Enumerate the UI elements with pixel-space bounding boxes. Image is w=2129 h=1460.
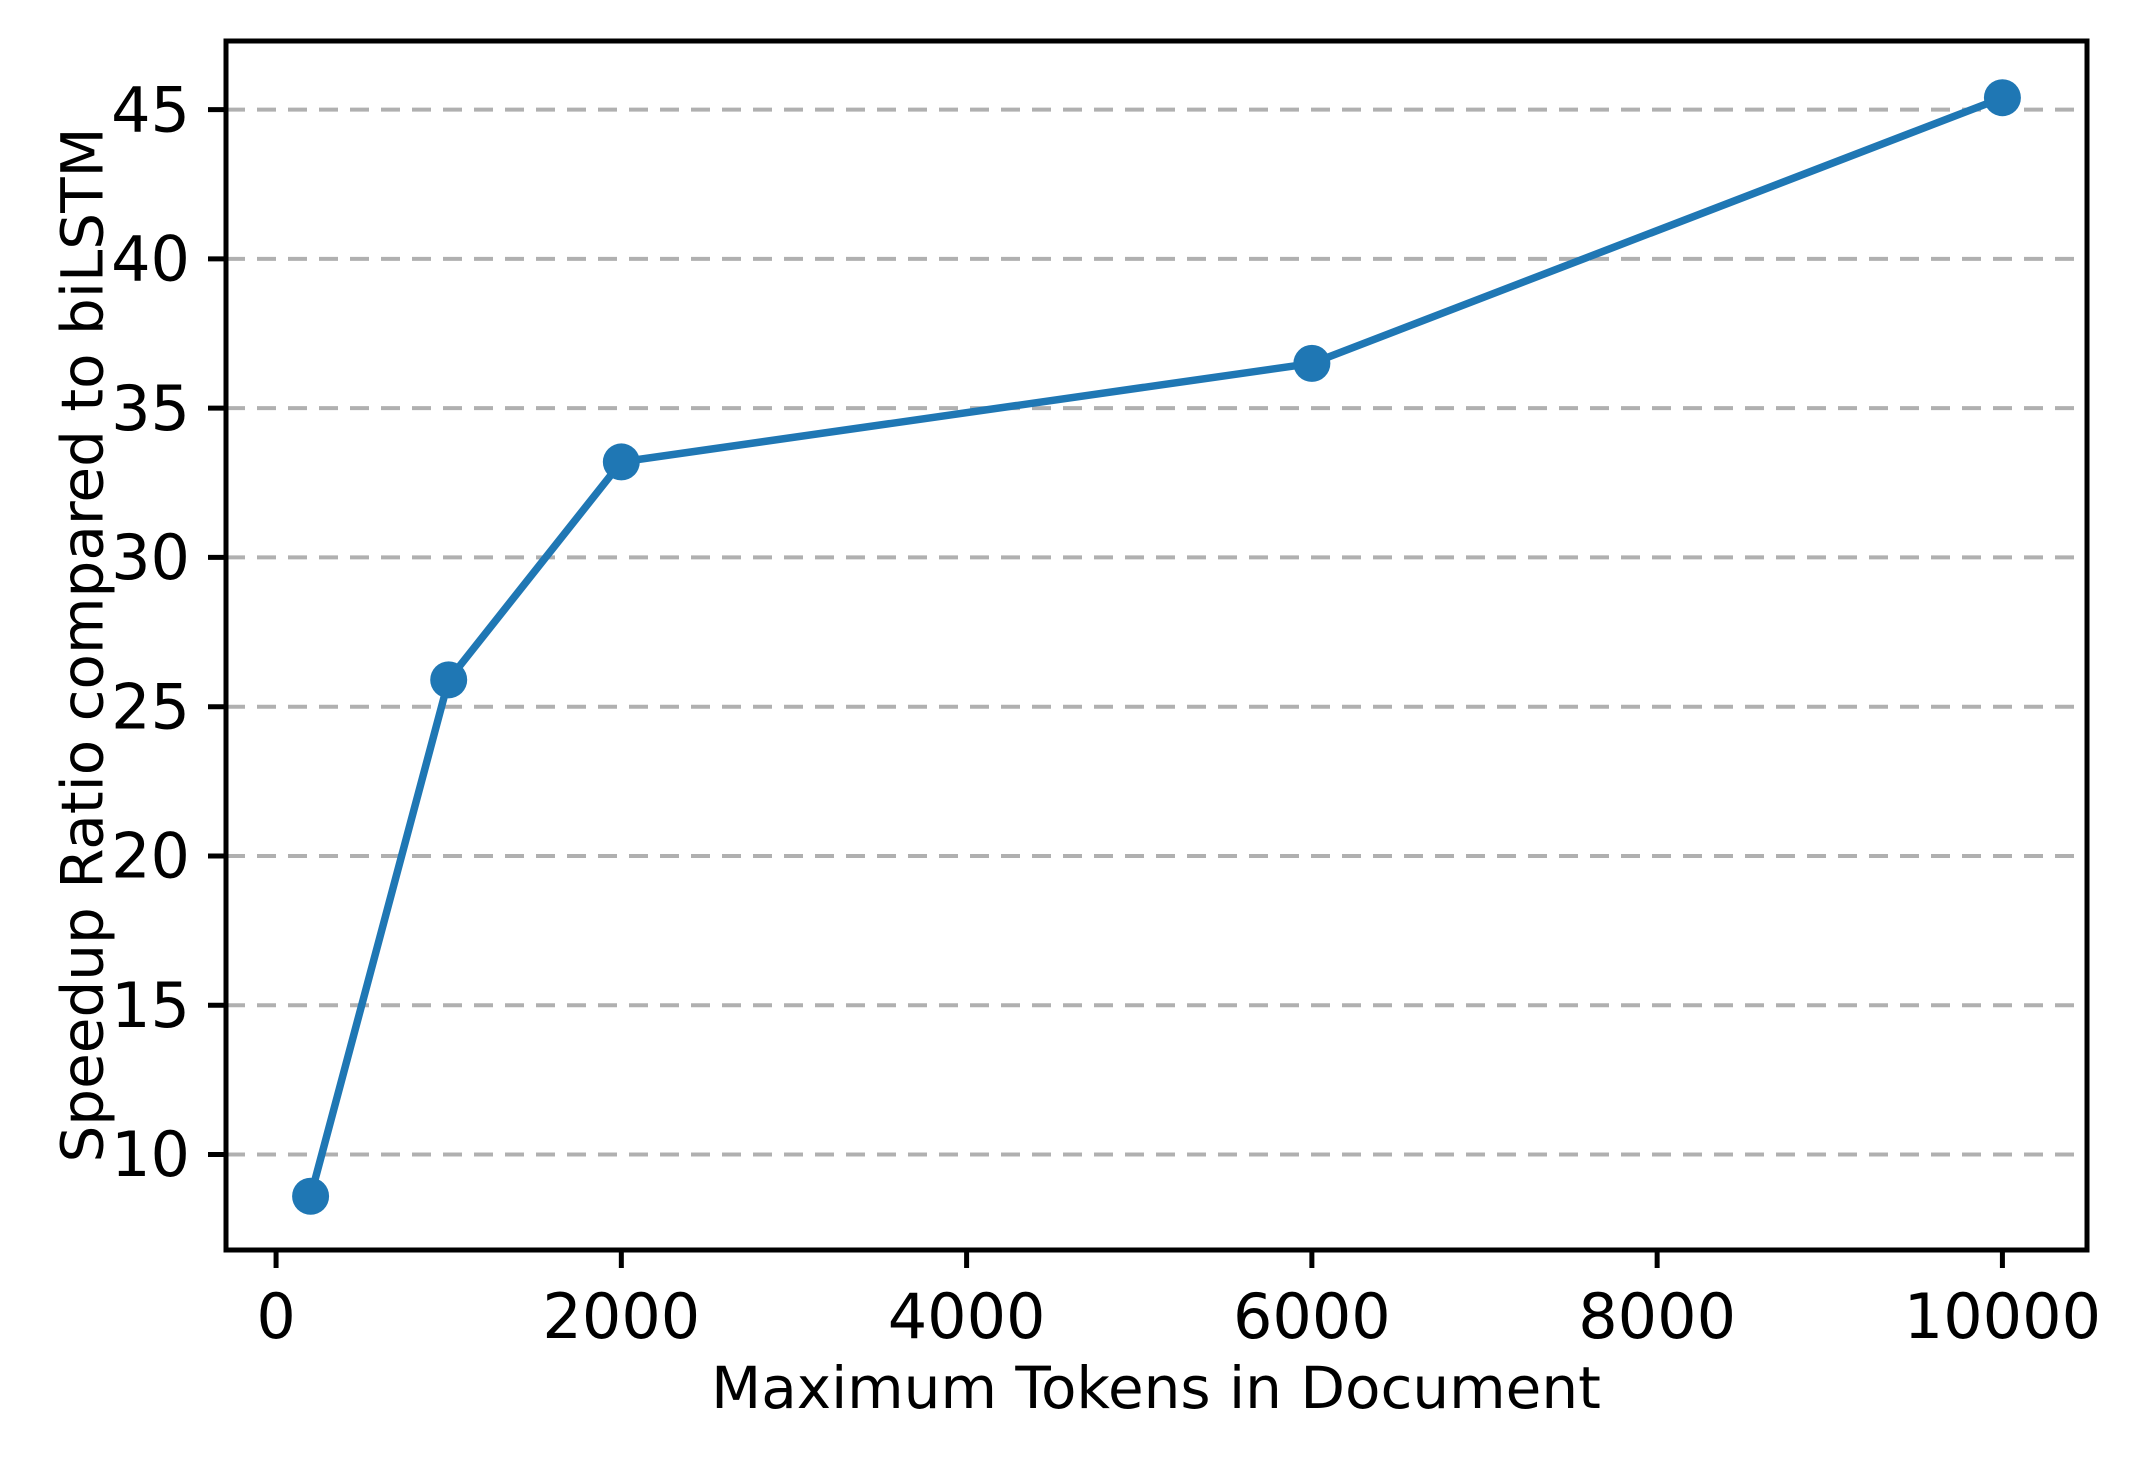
tick-marks bbox=[208, 107, 2005, 1268]
x-tick-label: 4000 bbox=[888, 1280, 1046, 1353]
data-point-marker bbox=[1983, 79, 2021, 117]
data-point-marker bbox=[1293, 344, 1331, 382]
x-axis-label: Maximum Tokens in Document bbox=[711, 1354, 1601, 1422]
x-tick-label: 6000 bbox=[1233, 1280, 1391, 1353]
x-tick-label: 10000 bbox=[1904, 1280, 2101, 1353]
data-point-marker bbox=[602, 443, 640, 481]
y-tick-label: 15 bbox=[111, 969, 190, 1042]
data-point-marker bbox=[292, 1177, 330, 1215]
tick-labels: 10 15 20 25 30 35 40 45 0 2000 4000 6000 8000 10000 bbox=[111, 73, 2101, 1353]
speedup-line-series bbox=[292, 79, 2021, 1215]
y-tick-label: 25 bbox=[111, 670, 190, 743]
grid-layer bbox=[226, 107, 2087, 1157]
x-tick-label: 0 bbox=[256, 1280, 295, 1353]
y-tick-label: 35 bbox=[111, 372, 190, 445]
y-tick-label: 20 bbox=[111, 820, 190, 893]
y-tick-label: 10 bbox=[111, 1118, 190, 1191]
data-point-marker bbox=[430, 661, 468, 699]
x-tick-label: 2000 bbox=[542, 1280, 700, 1353]
y-axis-label: Speedup Ratio compared to biLSTM bbox=[48, 127, 116, 1162]
axes-spines bbox=[223, 38, 2090, 1253]
y-tick-label: 30 bbox=[111, 521, 190, 594]
plot-border bbox=[223, 38, 2090, 1253]
series-line bbox=[306, 93, 2007, 1201]
y-tick-label: 45 bbox=[111, 73, 190, 146]
x-tick-label: 8000 bbox=[1578, 1280, 1736, 1353]
y-tick-label: 40 bbox=[111, 223, 190, 296]
